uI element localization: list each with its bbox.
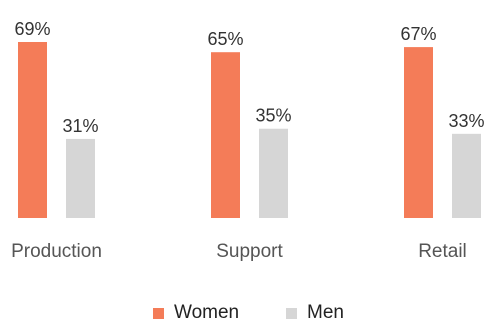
bar-women-production [18,42,47,218]
bar-men-retail [452,133,481,218]
legend-label-women: Women [174,302,239,322]
legend-swatch-women [153,308,164,319]
category-label-retail: Retail [418,241,467,262]
legend-label-men: Men [307,302,344,322]
bar-women-retail [404,47,433,219]
data-label-women-support: 65% [207,29,243,49]
bar-men-support [259,128,288,218]
data-label-women-retail: 67% [400,24,436,44]
category-label-production: Production [11,241,102,262]
data-label-men-production: 31% [62,116,98,136]
bar-women-support [211,52,240,219]
data-label-men-retail: 33% [448,111,484,131]
legend-swatch-men [286,308,297,319]
bar-men-production [66,138,95,218]
data-label-women-production: 69% [14,19,50,39]
category-label-support: Support [216,241,283,262]
data-label-men-support: 35% [255,106,291,126]
